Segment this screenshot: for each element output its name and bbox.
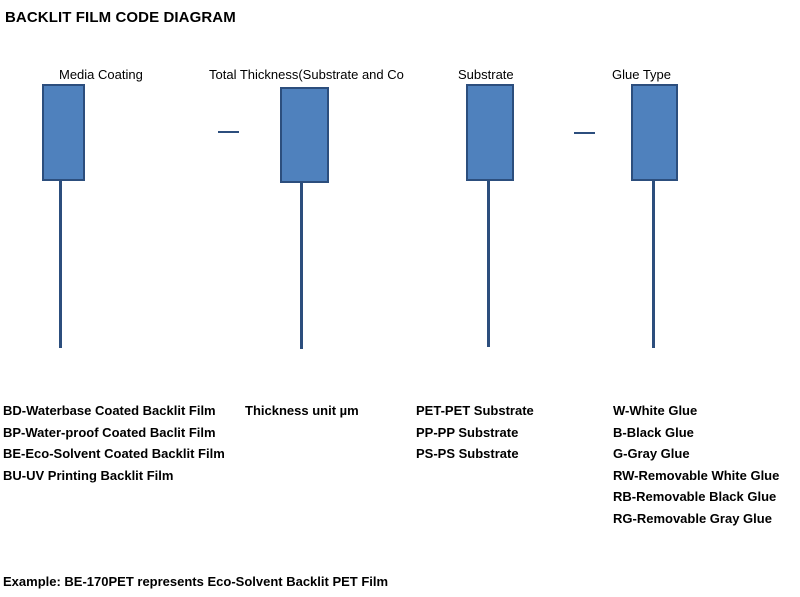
thickness-code-list: Thickness unit µm xyxy=(245,400,359,422)
glue-type-code-list: W-White Glue B-Black Glue G-Gray Glue RW… xyxy=(613,400,779,530)
list-item: G-Gray Glue xyxy=(613,446,690,462)
list-item: BU-UV Printing Backlit Film xyxy=(3,467,174,483)
label-glue-type: Glue Type xyxy=(612,67,672,82)
connector-line-total-thickness xyxy=(300,183,303,349)
list-item: B-Black Glue xyxy=(613,424,694,440)
list-item: RB-Removable Black Glue xyxy=(613,489,777,505)
code-box-substrate xyxy=(466,84,514,181)
code-box-total-thickness xyxy=(280,87,329,183)
substrate-code-list: PET-PET Substrate PP-PP Substrate PS-PS … xyxy=(416,400,534,465)
list-item: PP-PP Substrate xyxy=(416,424,519,440)
code-box-glue-type xyxy=(631,84,678,181)
connector-line-glue-type xyxy=(652,181,655,348)
list-item: RG-Removable Gray Glue xyxy=(613,510,772,526)
list-item: PET-PET Substrate xyxy=(416,403,534,418)
list-item: BP-Water-proof Coated Baclit Film xyxy=(3,424,216,440)
label-total-thickness: Total Thickness(Substrate and Co xyxy=(209,67,404,82)
diagram-title: BACKLIT FILM CODE DIAGRAM xyxy=(5,9,236,26)
label-media-coating: Media Coating xyxy=(59,67,143,82)
list-item: PS-PS Substrate xyxy=(416,446,519,462)
separator-dash-1 xyxy=(218,131,239,133)
separator-dash-2 xyxy=(574,132,595,134)
label-substrate: Substrate xyxy=(458,67,514,82)
list-item: BE-Eco-Solvent Coated Backlit Film xyxy=(3,446,225,462)
list-item: BD-Waterbase Coated Backlit Film xyxy=(3,403,216,418)
list-item: W-White Glue xyxy=(613,403,698,418)
example-note: Example: BE-170PET represents Eco-Solven… xyxy=(3,574,389,589)
list-item: Thickness unit µm xyxy=(245,403,359,418)
connector-line-media-coating xyxy=(59,181,62,348)
list-item: RW-Removable White Glue xyxy=(613,467,780,483)
media-coating-code-list: BD-Waterbase Coated Backlit Film BP-Wate… xyxy=(3,400,225,486)
code-box-media-coating xyxy=(42,84,85,181)
connector-line-substrate xyxy=(487,181,490,347)
